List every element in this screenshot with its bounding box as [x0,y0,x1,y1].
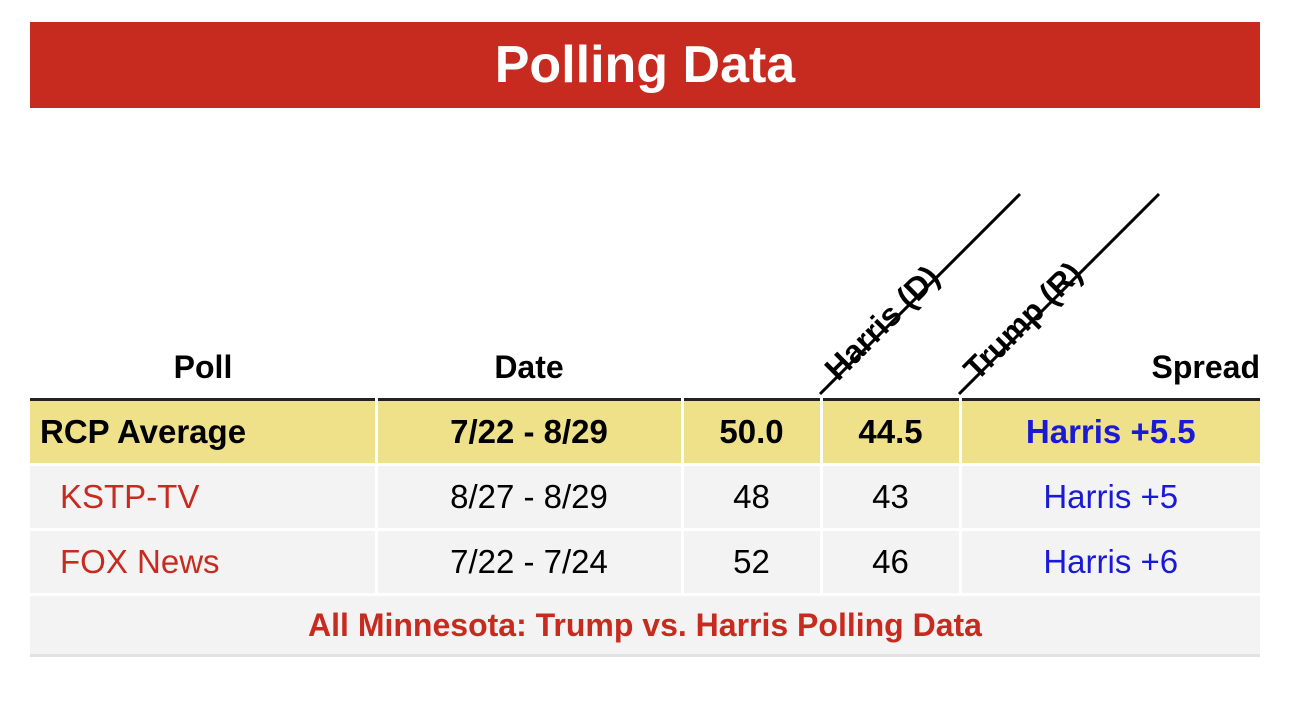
table-row-average: RCP Average 7/22 - 8/29 50.0 44.5 Harris… [30,399,1260,466]
table-row: KSTP-TV 8/27 - 8/29 48 43 Harris +5 [30,464,1260,531]
all-polls-link[interactable]: All Minnesota: Trump vs. Harris Polling … [30,596,1260,657]
poll-trump: 43 [821,464,962,531]
poll-harris: 48 [682,464,823,531]
average-trump: 44.5 [821,399,962,466]
table-header: Harris (D) Trump (R) Poll Date Spread [30,108,1260,398]
poll-spread: Harris +5 [960,464,1260,531]
header-spread: Spread [1151,349,1260,385]
poll-harris: 52 [682,529,823,596]
header-trump: Trump (R) [956,255,1088,387]
poll-name-link[interactable]: KSTP-TV [30,464,378,531]
diagonal-headers: Harris (D) Trump (R) [817,192,1161,396]
polls-table: RCP Average 7/22 - 8/29 50.0 44.5 Harris… [30,398,1260,596]
average-harris: 50.0 [682,399,823,466]
average-date: 7/22 - 8/29 [376,399,684,466]
poll-date: 7/22 - 7/24 [376,529,684,596]
average-spread: Harris +5.5 [960,399,1260,466]
polling-widget: Polling Data Harris (D) Trump (R) Poll D… [30,22,1260,657]
page-title: Polling Data [30,22,1260,108]
diagonal-divider-1 [818,192,1022,396]
poll-trump: 46 [821,529,962,596]
diagonal-divider-2 [957,192,1161,396]
poll-date: 8/27 - 8/29 [376,464,684,531]
table-row: FOX News 7/22 - 7/24 52 46 Harris +6 [30,529,1260,596]
poll-name-link[interactable]: FOX News [30,529,378,596]
header-poll: Poll [173,349,233,385]
average-poll: RCP Average [30,399,378,466]
header-harris: Harris (D) [817,258,946,387]
header-date: Date [494,349,564,385]
poll-spread: Harris +6 [960,529,1260,596]
